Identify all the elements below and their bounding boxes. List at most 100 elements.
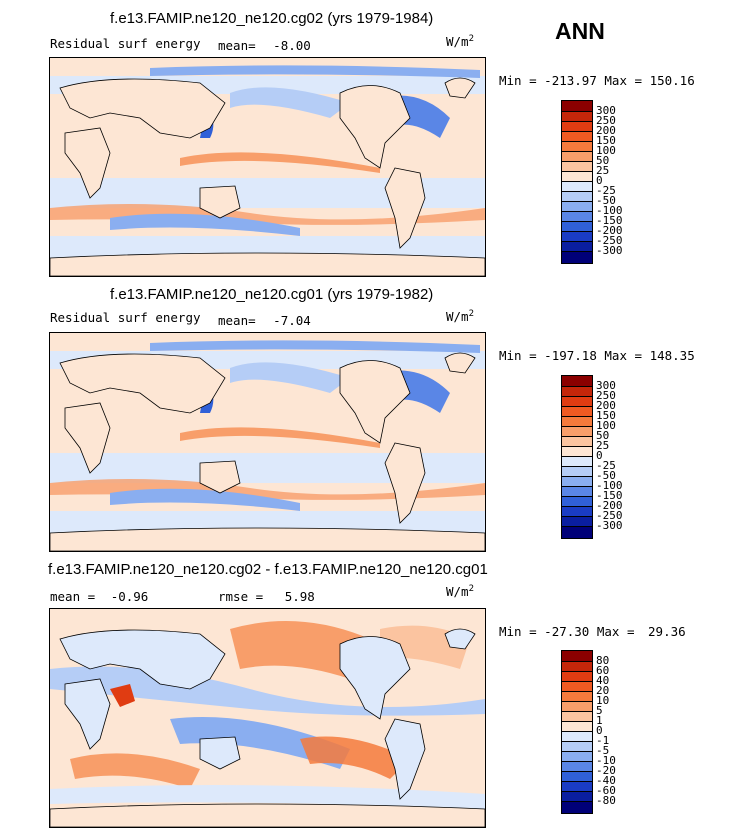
colorbar-label: -300: [596, 519, 623, 532]
colorbar-label: -25: [596, 184, 616, 197]
panel-2-colorbar: [561, 375, 593, 539]
panel-2-units: W/m2: [446, 309, 474, 324]
colorbar-bin: [562, 212, 592, 222]
panel-1-min-label: Min =: [499, 73, 537, 88]
colorbar-label: 250: [596, 389, 616, 402]
colorbar-bin: [562, 437, 592, 447]
colorbar-label: 50: [596, 429, 610, 442]
panel-3-max-value: 29.36: [648, 624, 686, 639]
colorbar-bin: [562, 142, 592, 152]
panel-2-title: f.e13.FAMIP.ne120_ne120.cg01 (yrs 1979-1…: [110, 286, 434, 303]
colorbar-bin: [562, 742, 592, 752]
panel-2-max-value: 148.35: [649, 348, 695, 363]
colorbar-label: -100: [596, 204, 623, 217]
colorbar-label: -5: [596, 744, 610, 757]
colorbar-bin: [562, 162, 592, 172]
colorbar-label: 20: [596, 684, 610, 697]
panel-1-mean-label: mean=: [218, 38, 256, 53]
colorbar-label: -250: [596, 234, 623, 247]
colorbar-bin: [562, 252, 592, 263]
colorbar-label: 0: [596, 449, 603, 462]
panel-1-mean-value: -8.00: [273, 38, 311, 53]
colorbar-label: 5: [596, 704, 603, 717]
colorbar-label: 100: [596, 144, 616, 157]
colorbar-bin: [562, 732, 592, 742]
colorbar-label: -60: [596, 784, 616, 797]
colorbar-bin: [562, 752, 592, 762]
colorbar-bin: [562, 376, 592, 387]
colorbar-label: 150: [596, 409, 616, 422]
colorbar-bin: [562, 792, 592, 802]
colorbar-label: 250: [596, 114, 616, 127]
panel-3-mean-value: -0.96: [110, 589, 149, 604]
panel-2-min-value: -197.18: [544, 348, 597, 363]
colorbar-bin: [562, 497, 592, 507]
colorbar-label: 0: [596, 174, 603, 187]
panel-1-map: [49, 57, 486, 277]
colorbar-bin: [562, 222, 592, 232]
panel-3-title: f.e13.FAMIP.ne120_ne120.cg02 - f.e13.FAM…: [48, 561, 488, 578]
colorbar-bin: [562, 112, 592, 122]
colorbar-bin: [562, 682, 592, 692]
colorbar-label: -300: [596, 244, 623, 257]
colorbar-bin: [562, 232, 592, 242]
panel-3-rmse-label: rmse =: [218, 589, 264, 604]
panel-3-minmax: Min = -27.30 Max = 29.36: [499, 624, 686, 639]
colorbar-bin: [562, 782, 592, 792]
colorbar-bin: [562, 427, 592, 437]
colorbar-label: 200: [596, 399, 616, 412]
panel-2-units-exp: 2: [468, 309, 474, 319]
colorbar-label: 25: [596, 439, 610, 452]
colorbar-label: -200: [596, 499, 623, 512]
colorbar-label: 1: [596, 714, 603, 727]
colorbar-bin: [562, 172, 592, 182]
colorbar-bin: [562, 397, 592, 407]
colorbar-label: 300: [596, 104, 616, 117]
colorbar-bin: [562, 692, 592, 702]
colorbar-label: 100: [596, 419, 616, 432]
panel-1-units-exp: 2: [468, 34, 474, 44]
colorbar-bin: [562, 202, 592, 212]
panel-3-rmse: rmse = 5.98: [218, 589, 315, 604]
colorbar-label: -80: [596, 794, 616, 807]
colorbar-bin: [562, 651, 592, 662]
panel-2-variable: Residual surf energy: [50, 310, 201, 325]
colorbar-label: 50: [596, 154, 610, 167]
colorbar-bin: [562, 507, 592, 517]
colorbar-bin: [562, 712, 592, 722]
colorbar-label: 0: [596, 724, 603, 737]
panel-3-max-label: Max =: [596, 624, 635, 639]
colorbar-label: -40: [596, 774, 616, 787]
panel-3-min-label: Min =: [499, 624, 537, 639]
colorbar-bin: [562, 407, 592, 417]
panel-2-units-base: W/m: [446, 309, 469, 325]
panel-2-min-label: Min =: [499, 348, 537, 363]
colorbar-bin: [562, 152, 592, 162]
colorbar-bin: [562, 722, 592, 732]
colorbar-label: 200: [596, 124, 616, 137]
panel-3-mean: mean = -0.96: [50, 589, 148, 604]
colorbar-label: -250: [596, 509, 623, 522]
panel-3-units-base: W/m: [446, 584, 469, 600]
colorbar-label: -50: [596, 194, 616, 207]
colorbar-bin: [562, 477, 592, 487]
panel-1-minmax: Min = -213.97 Max = 150.16: [499, 73, 695, 88]
colorbar-label: -200: [596, 224, 623, 237]
colorbar-bin: [562, 192, 592, 202]
panel-2-minmax: Min = -197.18 Max = 148.35: [499, 348, 695, 363]
colorbar-label: -150: [596, 214, 623, 227]
colorbar-bin: [562, 527, 592, 538]
colorbar-label: -10: [596, 754, 616, 767]
panel-2-mean: mean= -7.04: [218, 313, 311, 328]
colorbar-label: 10: [596, 694, 610, 707]
panel-1-title: f.e13.FAMIP.ne120_ne120.cg02 (yrs 1979-1…: [110, 10, 434, 27]
colorbar-label: 60: [596, 664, 610, 677]
panel-1-colorbar: [561, 100, 593, 264]
panel-1-variable: Residual surf energy: [50, 36, 201, 51]
panel-1-units: W/m2: [446, 34, 474, 49]
colorbar-label: -150: [596, 489, 623, 502]
panel-1-min-value: -213.97: [544, 73, 597, 88]
colorbar-bin: [562, 132, 592, 142]
colorbar-bin: [562, 662, 592, 672]
panel-1-mean: mean= -8.00: [218, 38, 311, 53]
